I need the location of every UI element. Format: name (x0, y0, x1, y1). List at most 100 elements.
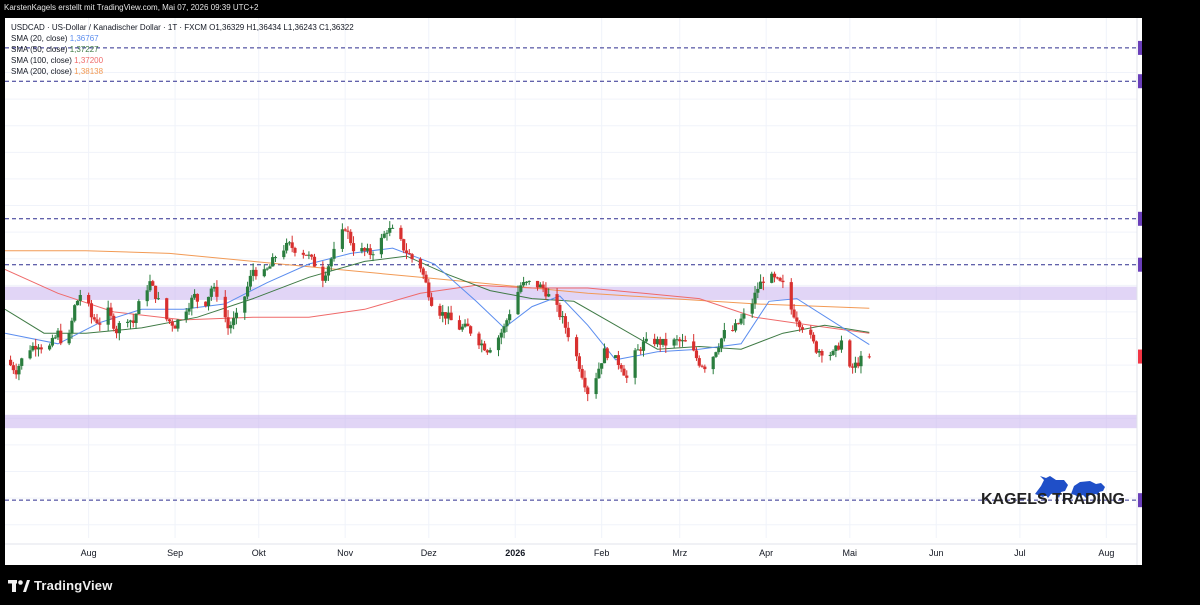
indicator-sma200: SMA (200, close) 1,38138 (11, 67, 104, 76)
candle-body (109, 307, 113, 316)
time-tick-label: Sep (167, 548, 183, 558)
moving-averages (4, 247, 870, 361)
candle-body (466, 323, 470, 327)
candle-body (644, 338, 648, 342)
candle-body (839, 340, 844, 350)
candle-body (59, 330, 63, 344)
candle-body (271, 257, 275, 267)
candle-body (848, 340, 852, 367)
candle-body (56, 330, 60, 338)
chart-area[interactable]: KAGELS TRADING USDCAD · US-Dollar / Kana… (4, 18, 1191, 565)
candle-body (346, 230, 350, 232)
time-tick-label: Dez (421, 548, 438, 558)
candle-body (446, 312, 450, 319)
indicator-sma50: SMA (50, close) 1,37227 (11, 45, 99, 54)
candle-body (11, 365, 15, 371)
candle-body (781, 280, 785, 283)
candle-body (664, 338, 668, 346)
level-label-bg (1138, 257, 1153, 272)
candle-body (577, 356, 581, 369)
candle-body (226, 317, 230, 329)
candle-body (421, 268, 425, 275)
indicator-value: 1,37227 (70, 45, 99, 54)
candle-body (594, 378, 598, 395)
candle-body (583, 377, 587, 388)
candle-body (522, 282, 526, 286)
level-label-bg (1138, 40, 1153, 55)
candle-body (427, 282, 431, 298)
candle-body (418, 259, 423, 269)
candle-body (67, 333, 71, 344)
candle-body (368, 248, 372, 255)
candle-body (789, 282, 793, 310)
candle-body (148, 281, 152, 291)
price-chart[interactable]: KAGELS TRADING USDCAD · US-Dollar / Kana… (4, 18, 1191, 565)
candle-body (293, 247, 297, 253)
level-label-bg (1138, 493, 1153, 508)
candle-body (675, 339, 679, 341)
candle-body (597, 368, 601, 379)
candle-body (53, 337, 57, 339)
price-axis[interactable]: CAD1,300001,310001,320001,330001,340001,… (1136, 18, 1191, 565)
candle-body (566, 327, 570, 338)
sma50-line (4, 255, 870, 350)
candle-body (739, 318, 743, 324)
candle-body (340, 229, 344, 249)
candle-body (349, 231, 353, 244)
candle-body (254, 269, 258, 277)
candle-body (753, 292, 757, 304)
candle-body (248, 275, 252, 287)
candle-body (544, 288, 548, 297)
candle-body (856, 362, 860, 367)
candlesticks (8, 221, 871, 402)
candle-body (811, 334, 816, 342)
candle-body (351, 243, 356, 252)
attribution-bar: KarstenKagels erstellt mit TradingView.c… (0, 0, 1200, 18)
zone-band (5, 414, 1137, 429)
candle-body (195, 293, 199, 302)
candle-body (137, 301, 141, 314)
bull-icon (1035, 476, 1068, 498)
candle-body (117, 323, 121, 334)
zone-band (5, 286, 1137, 300)
tradingview-logo[interactable]: TradingView (8, 578, 118, 594)
candle-body (192, 293, 197, 298)
candle-body (112, 315, 116, 329)
candle-body (837, 345, 841, 350)
candle-body (580, 368, 584, 378)
candle-body (457, 320, 462, 330)
grid (5, 18, 1137, 538)
candle-body (853, 362, 857, 368)
candle-body (641, 341, 646, 351)
indicator-label: SMA (20, close) (11, 34, 70, 43)
candle-body (795, 317, 799, 322)
candle-body (480, 343, 484, 346)
time-axis[interactable]: Aug Sep Okt Nov Dez 2026 Feb Mrz Apr Mai Jun Jul Aug (5, 543, 1137, 558)
candle-body (170, 321, 174, 326)
candle-body (363, 248, 367, 251)
candle-body (301, 252, 305, 255)
candle-body (602, 348, 607, 364)
candle-body (443, 312, 448, 319)
candle-body (772, 273, 777, 278)
candle-body (251, 269, 255, 276)
candle-body (39, 347, 43, 350)
candle-body (449, 312, 453, 321)
candle-body (28, 350, 32, 359)
indicator-sma100: SMA (100, close) 1,37200 (11, 56, 104, 65)
candle-body (388, 227, 392, 233)
candle-body (31, 345, 35, 351)
candle-body (92, 317, 96, 320)
candle-body (574, 337, 579, 357)
last-price-bg (1138, 349, 1153, 364)
candle-body (243, 296, 247, 313)
candle-body (700, 365, 704, 367)
candle-body (561, 316, 565, 318)
candle-body (477, 333, 481, 346)
candle-body (678, 339, 682, 342)
candle-body (390, 227, 395, 229)
candle-body (402, 239, 406, 251)
time-tick-label: Feb (594, 548, 610, 558)
candle-body (17, 365, 21, 375)
candle-body (851, 366, 855, 368)
